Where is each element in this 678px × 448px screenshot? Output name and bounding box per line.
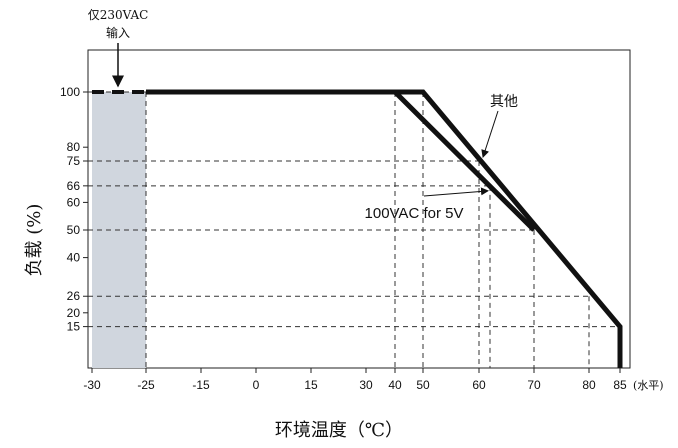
x-tick-label: 70: [527, 378, 541, 392]
x-tick-label: 80: [582, 378, 596, 392]
y-tick-label: 60: [67, 195, 81, 209]
x-tick-label: 40: [388, 378, 402, 392]
x-tick-label: -15: [192, 378, 210, 392]
y-tick-label: 100: [60, 85, 80, 99]
x-tick-label: 50: [416, 378, 430, 392]
y-axis-label: 负载 (%): [24, 204, 45, 277]
y-tick-label: 20: [67, 306, 81, 320]
annotation-100vac-arrow: [423, 187, 489, 197]
x-axis-label: 环境温度（℃）: [275, 420, 403, 441]
x-tick-label: -30: [83, 378, 101, 392]
x-tick-label: 60: [472, 378, 486, 392]
y-tick-label: 26: [67, 289, 81, 303]
x-tick-label: 85: [613, 378, 627, 392]
annotation-100vac-label: 100VAC for 5V: [365, 205, 464, 222]
annotation-230vac-label: 仅230VAC: [88, 8, 149, 22]
y-tick-label: 80: [67, 140, 81, 154]
x-tick-label: 0: [253, 378, 260, 392]
y-tick-label: 15: [67, 320, 81, 334]
y-tick-label: 75: [67, 154, 81, 168]
y-tick-label: 40: [67, 251, 81, 265]
x-tick-label: 30: [359, 378, 373, 392]
series-line: [146, 89, 536, 232]
x-tick-label: -25: [137, 378, 155, 392]
y-tick-label: 66: [67, 179, 81, 193]
y-tick-label: 50: [67, 223, 81, 237]
plot-frame: [87, 49, 631, 369]
x-unit-label: (水平): [633, 379, 664, 392]
annotation-other-label: 其他: [490, 94, 518, 110]
x-tick-label: 15: [304, 378, 318, 392]
annotation-230vac-label-line2: 输入: [106, 25, 130, 40]
annotation-other-arrow: [481, 110, 499, 158]
